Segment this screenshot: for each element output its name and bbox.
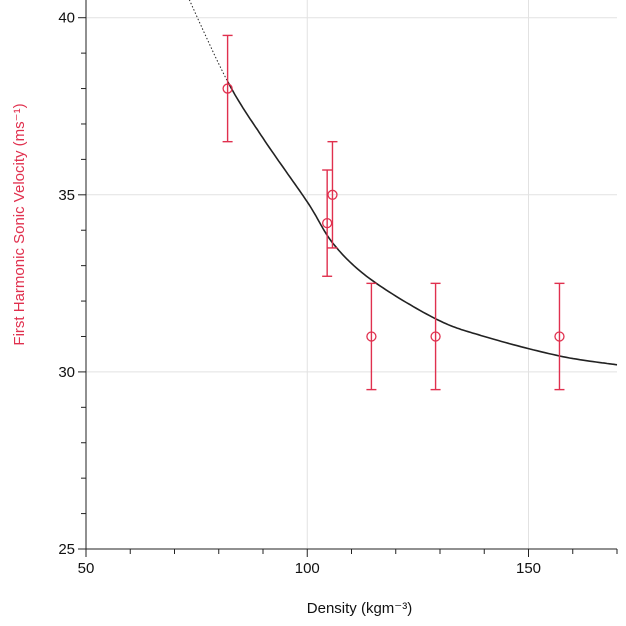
fit-curve-solid bbox=[226, 81, 618, 366]
data-point bbox=[327, 140, 338, 249]
x-axis-ticks: 50 100 150 bbox=[78, 549, 618, 577]
y-axis-title: First Harmonic Sonic Velocity (ms⁻¹) bbox=[11, 103, 28, 345]
point-marker bbox=[366, 331, 377, 342]
data-point bbox=[366, 282, 377, 391]
y-tick-label: 35 bbox=[58, 187, 75, 204]
data-point bbox=[322, 169, 333, 277]
grid-lines bbox=[86, 0, 617, 549]
fit-curve-extrapolated bbox=[188, 0, 229, 82]
point-marker bbox=[430, 331, 441, 342]
data-points bbox=[222, 34, 565, 391]
x-axis-title: Density (kgm⁻³) bbox=[307, 600, 412, 617]
point-marker bbox=[327, 189, 338, 200]
y-tick-label: 40 bbox=[58, 10, 75, 27]
x-tick-label: 150 bbox=[516, 560, 541, 577]
axes bbox=[85, 0, 617, 550]
data-point bbox=[222, 34, 233, 143]
x-tick-label: 100 bbox=[295, 560, 320, 577]
point-marker bbox=[554, 331, 565, 342]
point-marker bbox=[222, 83, 233, 94]
x-tick-label: 50 bbox=[78, 560, 95, 577]
data-point bbox=[430, 282, 441, 391]
data-point bbox=[554, 282, 565, 391]
y-tick-label: 30 bbox=[58, 364, 75, 381]
y-tick-label: 25 bbox=[58, 541, 75, 558]
fit-curve bbox=[188, 0, 618, 366]
y-axis-ticks: 25 30 35 40 bbox=[58, 10, 86, 558]
point-marker bbox=[322, 217, 333, 229]
